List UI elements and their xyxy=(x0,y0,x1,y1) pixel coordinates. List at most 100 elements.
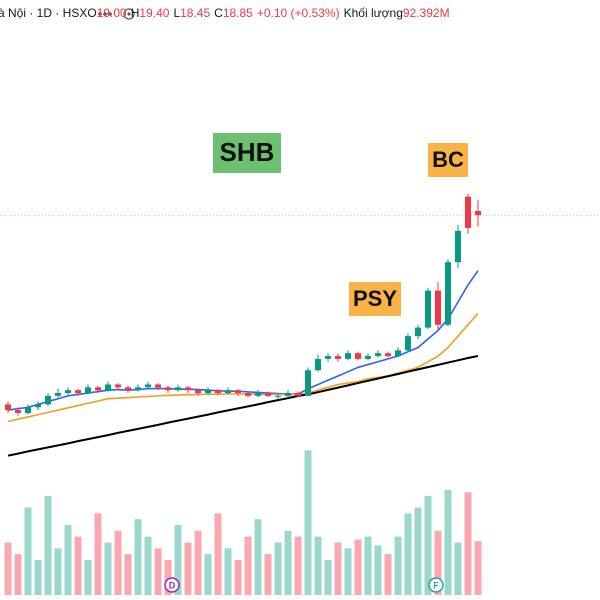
volume-bar xyxy=(364,536,372,595)
candle-body xyxy=(85,387,91,394)
volume-bar xyxy=(244,536,252,595)
legend-dots[interactable] xyxy=(98,12,112,16)
volume-bar xyxy=(284,530,292,595)
candle-body xyxy=(195,390,201,394)
volume-bar xyxy=(114,530,122,595)
candle-body xyxy=(385,353,391,357)
candle-body xyxy=(95,387,101,391)
candle-body xyxy=(145,384,151,388)
candle-body xyxy=(25,407,31,413)
volume-bar xyxy=(344,548,352,595)
ohlc-value: 19.00 xyxy=(97,6,127,20)
candle-body xyxy=(365,356,371,359)
ohlc-value: 19.40 xyxy=(139,6,169,20)
volume-bar xyxy=(394,536,402,595)
candle-body xyxy=(35,404,41,408)
candle-body xyxy=(275,395,281,397)
annotation-label: BC xyxy=(432,147,464,172)
volume-bar xyxy=(384,554,392,595)
candle-body xyxy=(135,387,141,391)
change-value: +0.10 (+0.53%) xyxy=(257,6,340,20)
candle-body xyxy=(335,356,341,359)
candle-body xyxy=(205,390,211,394)
candle-body xyxy=(295,393,301,396)
candle-body xyxy=(55,393,61,396)
volume-bar xyxy=(154,548,162,595)
volume-bar xyxy=(424,495,432,595)
volume-bar xyxy=(94,513,102,595)
dot xyxy=(103,12,107,16)
candle-body xyxy=(455,230,461,263)
volume-bar xyxy=(354,539,362,595)
candle-body xyxy=(235,390,241,394)
candle-body xyxy=(165,387,171,391)
volume-bar xyxy=(444,490,452,595)
candle-body xyxy=(155,384,161,388)
volume-bar xyxy=(174,525,182,595)
candle-body xyxy=(185,387,191,391)
volume-bar xyxy=(324,560,332,595)
volume-bar xyxy=(64,525,72,595)
volume-bar xyxy=(194,530,202,595)
volume-bar xyxy=(204,554,212,595)
candle-body xyxy=(215,390,221,394)
volume-bar xyxy=(164,560,172,595)
candle-body xyxy=(15,410,21,413)
annotation-box xyxy=(428,143,468,177)
volume-bar xyxy=(454,542,462,595)
candle-body xyxy=(65,390,71,394)
volume-bar xyxy=(414,507,422,595)
volume-bar xyxy=(24,507,32,595)
candle-body xyxy=(175,387,181,391)
symbol-label: à Nội · 1D · HSX xyxy=(0,6,87,20)
dot xyxy=(108,12,112,16)
candle-body xyxy=(115,384,121,388)
annotation-box xyxy=(349,282,401,316)
volume-bar xyxy=(434,530,442,595)
eye-pupil xyxy=(127,12,131,16)
candle-body xyxy=(445,262,451,325)
volume-bar xyxy=(464,492,472,595)
dot xyxy=(98,12,102,16)
candle-body xyxy=(225,390,231,394)
candle-body xyxy=(475,210,481,216)
eye-icon[interactable] xyxy=(123,8,135,20)
volume-bar xyxy=(254,519,262,595)
volume-bar xyxy=(234,560,242,595)
volume-bar xyxy=(374,545,382,595)
volume-bar xyxy=(404,513,412,595)
volume-bar xyxy=(224,548,232,595)
event-marker xyxy=(164,577,180,593)
candle-body xyxy=(425,290,431,328)
ohlc-label: H xyxy=(131,6,140,20)
candle-body xyxy=(345,353,351,359)
ohlc-label: O xyxy=(87,6,96,20)
candle-body xyxy=(245,393,251,396)
annotation-box xyxy=(213,133,281,173)
candle-body xyxy=(315,358,321,371)
annotation-label: SHB xyxy=(220,137,275,167)
ohlc-value: 18.85 xyxy=(223,6,253,20)
volume-bar xyxy=(184,542,192,595)
event-label: F xyxy=(433,580,439,590)
candle-body xyxy=(325,356,331,359)
volume-bar xyxy=(314,536,322,595)
event-marker xyxy=(428,577,444,593)
candle-body xyxy=(465,196,471,229)
volume-label: Khối lượng xyxy=(344,6,403,20)
candle-body xyxy=(435,290,441,325)
ohlc-label: L xyxy=(173,6,180,20)
volume-bar xyxy=(144,536,152,595)
event-label: D xyxy=(169,580,176,590)
volume-bar xyxy=(264,554,272,595)
volume-bar xyxy=(44,495,52,595)
volume-bar xyxy=(34,560,42,595)
candle-body xyxy=(355,353,361,359)
legend-header: à Nội · 1D · HSXO19.00 H19.40 L18.45 C18.85… xyxy=(0,6,450,20)
candle-body xyxy=(75,390,81,394)
candle-body xyxy=(375,353,381,357)
candle-body xyxy=(255,393,261,396)
volume-bar xyxy=(214,513,222,595)
candle-body xyxy=(285,393,291,396)
